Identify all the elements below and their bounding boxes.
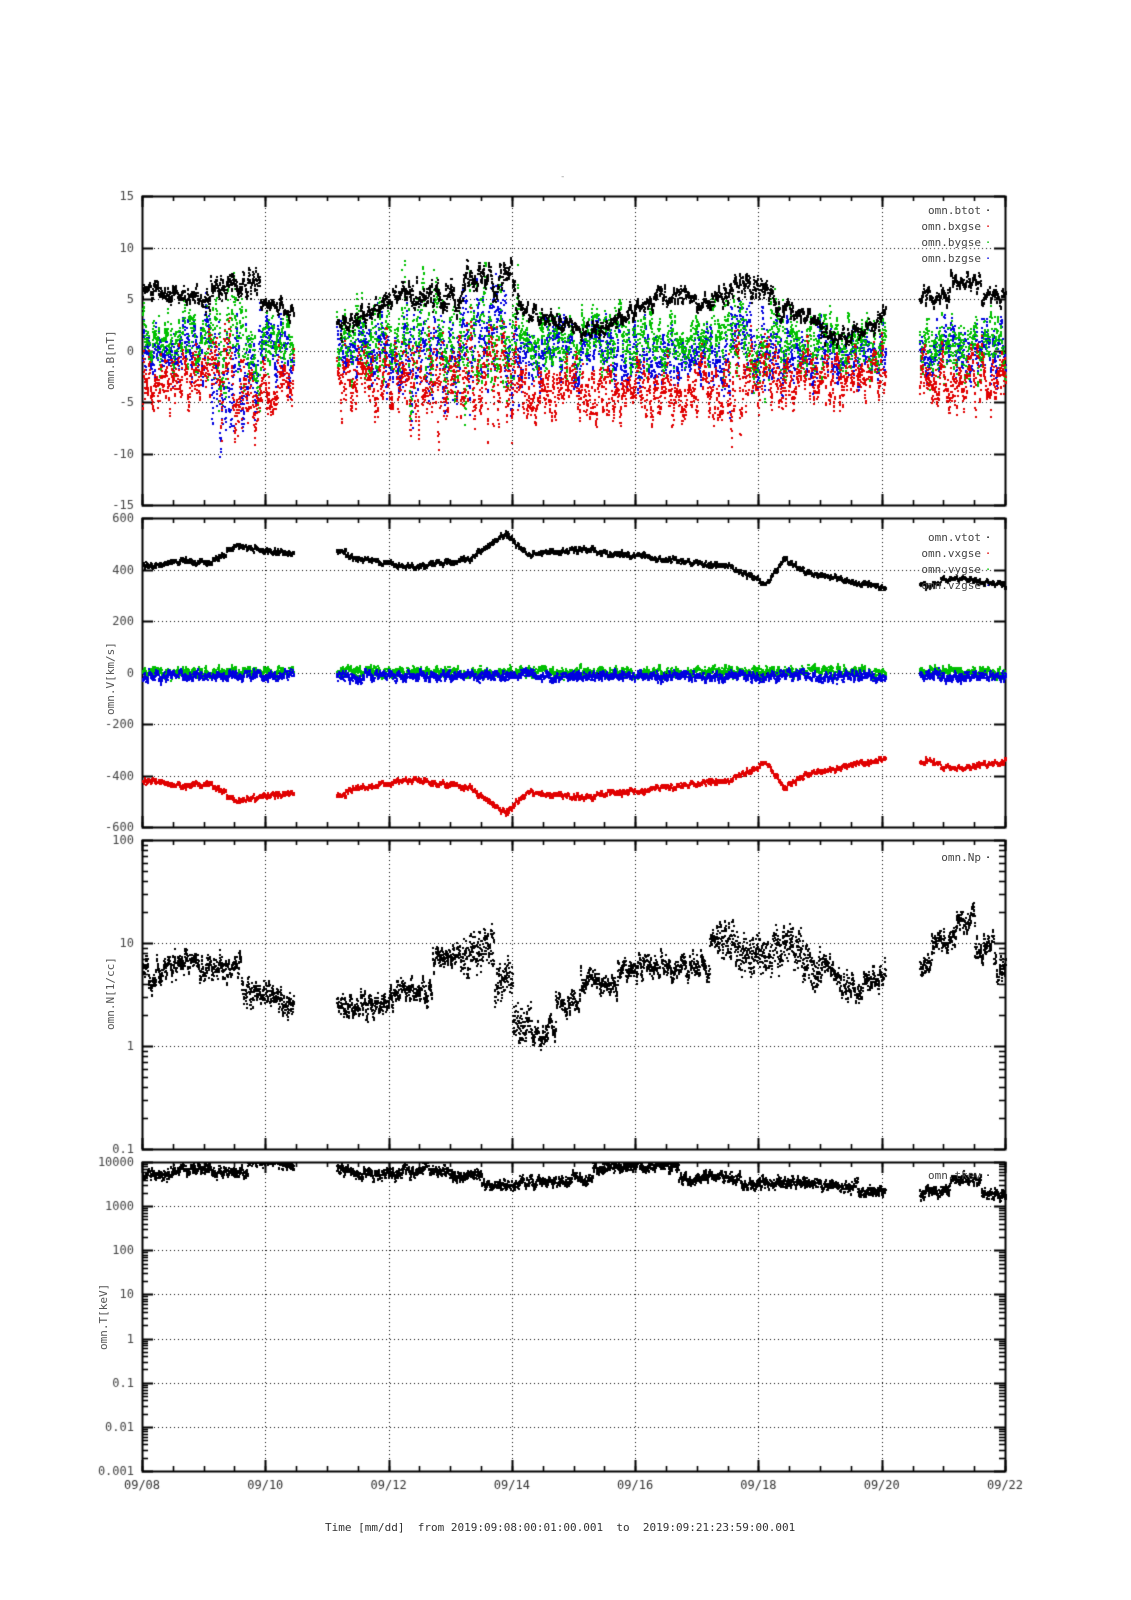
legend-item-np: omn.Np: [941, 851, 981, 864]
ylabel-magnetic-field: omn.B[nT]: [104, 330, 117, 390]
legend-item-bygse: omn.bygse: [921, 236, 981, 249]
legend-panel-density: omn.Np ·: [855, 850, 995, 866]
legend-swatch-vtot: ·: [984, 531, 992, 544]
legend-swatch-vxgse: ·: [984, 547, 992, 560]
legend-item-tkev: omn.tkev: [928, 1169, 981, 1182]
legend-item-vygse: omn.vygse: [921, 563, 981, 576]
legend-item-btot: omn.btot: [928, 204, 981, 217]
x-axis-caption: Time [mm/dd] from 2019:09:08:00:01:00.00…: [325, 1521, 796, 1534]
legend-swatch-tkev: ·: [984, 1169, 992, 1182]
legend-item-vxgse: omn.vxgse: [921, 547, 981, 560]
ylabel-density: omn.N[1/cc]: [104, 957, 117, 1030]
legend-item-bzgse: omn.bzgse: [921, 252, 981, 265]
ylabel-temperature: omn.T[keV]: [97, 1283, 110, 1350]
legend-swatch-np: ·: [984, 851, 992, 864]
legend-swatch-btot: ·: [984, 204, 992, 217]
legend-swatch-vygse: ·: [984, 563, 992, 576]
legend-item-vzgse: omn.vzgse: [921, 579, 981, 592]
legend-panel-temperature: omn.tkev ·: [855, 1168, 995, 1184]
legend-item-bxgse: omn.bxgse: [921, 220, 981, 233]
legend-swatch-bygse: ·: [984, 236, 992, 249]
legend-item-vtot: omn.vtot: [928, 531, 981, 544]
legend-swatch-bzgse: ·: [984, 252, 992, 265]
legend-panel-magnetic-field: omn.btot · omn.bxgse · omn.bygse · omn.bzgs…: [855, 203, 995, 267]
legend-swatch-bxgse: ·: [984, 220, 992, 233]
legend-panel-velocity: omn.vtot · omn.vxgse · omn.vygse · omn.vzgs…: [855, 530, 995, 594]
ylabel-velocity: omn.V[km/s]: [104, 642, 117, 715]
legend-swatch-vzgse: ·: [984, 579, 992, 592]
